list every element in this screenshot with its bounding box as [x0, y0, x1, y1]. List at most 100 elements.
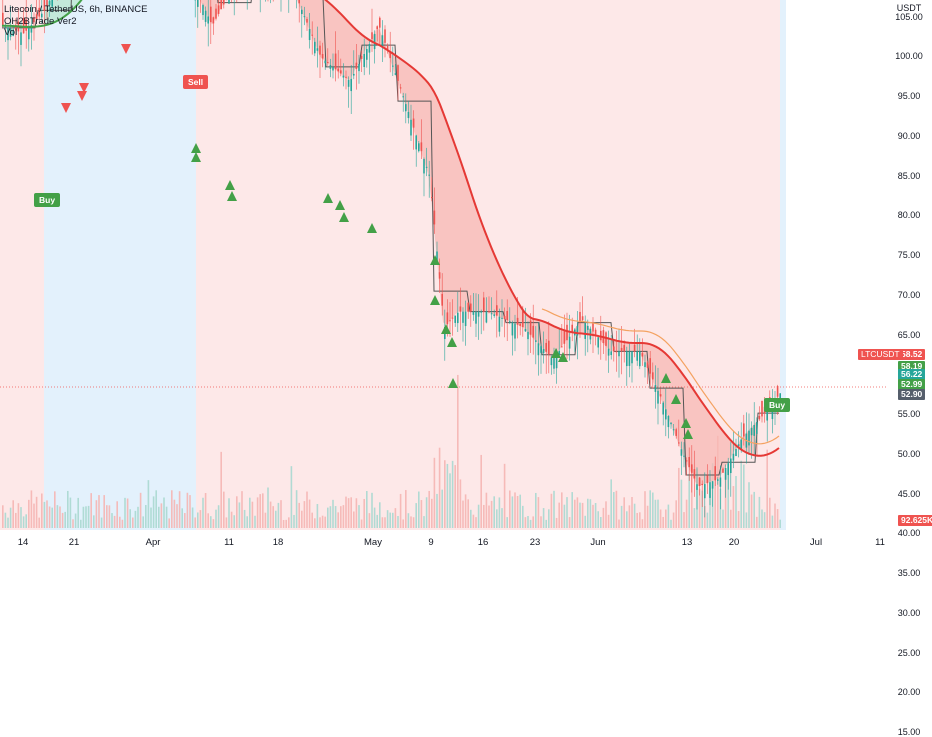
volume-bar	[678, 468, 680, 528]
volume-bar	[57, 505, 59, 528]
volume-bar	[777, 509, 779, 528]
volume-bar	[569, 517, 571, 528]
volume-bar	[231, 512, 233, 528]
candle-body	[301, 10, 303, 14]
candle-body	[415, 135, 417, 149]
price-axis[interactable]: USDT 140.00135.00130.00125.00120.00115.0…	[888, 0, 932, 550]
volume-bar	[176, 504, 178, 528]
indicator-value-4: 52.90	[898, 389, 925, 400]
candle-body	[332, 67, 334, 70]
candle-body	[751, 428, 753, 435]
candle-body	[540, 346, 542, 353]
candle-body	[727, 463, 729, 475]
price-chart[interactable]	[0, 0, 888, 550]
candle-body	[532, 326, 534, 338]
volume-bar	[577, 497, 579, 528]
volume-bar	[252, 502, 254, 528]
volume-bar	[556, 518, 558, 528]
candle-body	[337, 69, 339, 72]
volume-bar	[486, 493, 488, 528]
volume-bar	[96, 500, 98, 528]
candle-body	[467, 303, 469, 312]
volume-bar	[707, 513, 709, 528]
symbol-title[interactable]: Litecoin / TetherUS, 6h, BINANCE	[4, 4, 147, 16]
volume-bar	[634, 504, 636, 528]
time-tick-label: 13	[682, 537, 693, 548]
candle-body	[714, 466, 716, 480]
candle-body	[499, 317, 501, 332]
volume-bar	[675, 500, 677, 528]
candle-body	[496, 305, 498, 315]
volume-bar	[426, 497, 428, 528]
volume-bar	[363, 499, 365, 528]
time-tick-label: Apr	[146, 537, 161, 548]
volume-bar	[735, 476, 737, 528]
candle-body	[379, 18, 381, 28]
price-tick-label: 25.00	[888, 648, 930, 658]
candle-body	[761, 401, 763, 417]
candle-body	[311, 35, 313, 36]
volume-bar	[345, 497, 347, 528]
volume-bar	[603, 508, 605, 528]
volume-bar	[189, 495, 191, 528]
candle-body	[207, 16, 209, 23]
volume-bar	[38, 518, 40, 528]
volume-bar	[571, 492, 573, 528]
volume-bar	[447, 464, 449, 528]
candle-body	[447, 312, 449, 324]
volume-bar	[200, 510, 202, 528]
buy-signal-label[interactable]: Buy	[34, 193, 60, 207]
indicator-label[interactable]: OH2BTrade Ver2	[4, 16, 147, 28]
candle-body	[506, 311, 508, 320]
candle-body	[480, 312, 482, 313]
volume-bar	[114, 516, 116, 528]
volume-bar	[608, 515, 610, 528]
candle-body	[652, 372, 654, 379]
candle-body	[197, 0, 199, 7]
candle-body	[371, 32, 373, 39]
candle-body	[361, 56, 363, 59]
candle-body	[522, 311, 524, 327]
candle-body	[314, 42, 316, 53]
volume-bar	[764, 512, 766, 528]
candle-body	[418, 143, 420, 151]
volume-bar	[223, 492, 225, 528]
volume-bar	[418, 492, 420, 528]
candle-body	[683, 456, 685, 457]
volume-bar	[387, 510, 389, 528]
candle-body	[753, 425, 755, 436]
volume-bar	[374, 508, 376, 528]
candle-body	[665, 409, 667, 419]
volume-bar	[493, 496, 495, 528]
candle-body	[376, 26, 378, 29]
volume-bar	[41, 493, 43, 528]
candle-body	[210, 7, 212, 23]
volume-bar	[109, 505, 111, 528]
volume-bar	[179, 491, 181, 528]
candle-body	[460, 306, 462, 311]
volume-bar	[293, 515, 295, 528]
volume-label[interactable]: Vol	[4, 27, 147, 39]
buy-signal-label[interactable]: Buy	[764, 398, 790, 412]
volume-bar	[85, 506, 87, 528]
bearish-background	[0, 0, 44, 530]
volume-bar	[649, 490, 651, 528]
volume-bar	[610, 479, 612, 528]
candle-body	[317, 48, 319, 51]
volume-bar	[595, 503, 597, 528]
volume-bar	[587, 499, 589, 528]
volume-bar	[366, 491, 368, 528]
candle-body	[748, 431, 750, 446]
sell-signal-label[interactable]: Sell	[183, 75, 208, 89]
candle-body	[535, 340, 537, 341]
candle-body	[644, 362, 646, 367]
candle-body	[561, 346, 563, 347]
candle-body	[369, 44, 371, 53]
candle-body	[397, 65, 399, 81]
volume-bar	[449, 473, 451, 528]
volume-bar	[135, 511, 137, 528]
volume-bar	[548, 509, 550, 528]
candle-body	[348, 80, 350, 87]
volume-bar	[402, 519, 404, 528]
chart-root[interactable]: Litecoin / TetherUS, 6h, BINANCE OH2BTra…	[0, 0, 932, 550]
